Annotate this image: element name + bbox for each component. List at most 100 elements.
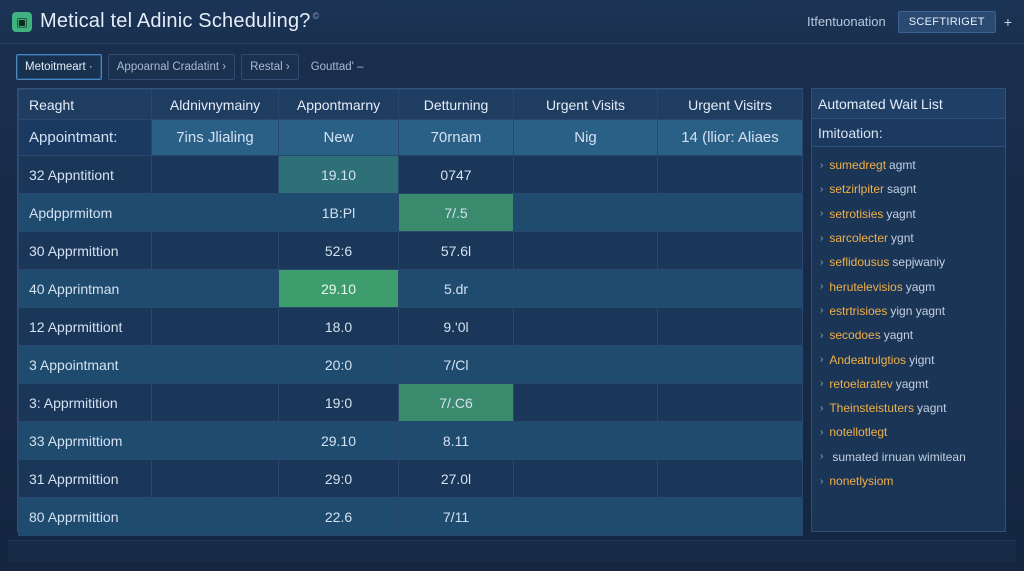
table-row[interactable]: 32 Appntitiont 19.10 0747 bbox=[18, 155, 803, 194]
table-row[interactable]: 3 Appointmant 20:0 7/Cl bbox=[18, 345, 803, 384]
table-cell[interactable] bbox=[151, 497, 279, 536]
table-cell[interactable] bbox=[151, 307, 279, 346]
table-cell[interactable] bbox=[657, 307, 803, 346]
subheader-cell[interactable]: 7ins Jlialing bbox=[151, 119, 279, 156]
breadcrumb-item-1[interactable]: Metoitmeart · bbox=[16, 54, 102, 80]
table-cell[interactable]: 19.10 bbox=[278, 155, 399, 194]
table-cell[interactable]: 27.0l bbox=[398, 459, 514, 498]
table-cell[interactable] bbox=[151, 383, 279, 422]
table-cell[interactable] bbox=[657, 269, 803, 308]
table-cell[interactable]: 18.0 bbox=[278, 307, 399, 346]
subheader-cell[interactable]: 70rnam bbox=[398, 119, 514, 156]
list-item[interactable]: › Theinsteistuters yagnt bbox=[820, 396, 1005, 420]
column-header[interactable]: Reaght bbox=[18, 89, 152, 120]
table-cell[interactable] bbox=[513, 383, 658, 422]
row-label: 80 Apprmittion bbox=[18, 497, 152, 536]
table-cell[interactable]: 1B:Pl bbox=[278, 193, 399, 232]
table-cell[interactable]: 8.11 bbox=[398, 421, 514, 460]
column-header[interactable]: Aldnivnymainy bbox=[151, 89, 279, 120]
breadcrumb-item-2[interactable]: Appoarnal Cradatint › bbox=[107, 54, 236, 80]
table-cell[interactable] bbox=[513, 155, 658, 194]
wait-item-name: Andeatrulgtios bbox=[829, 352, 907, 367]
table-cell[interactable] bbox=[513, 421, 658, 460]
table-cell[interactable] bbox=[657, 383, 803, 422]
row-label: 33 Apprmittiom bbox=[18, 421, 152, 460]
table-cell[interactable]: 0747 bbox=[398, 155, 514, 194]
subheader-cell[interactable]: New bbox=[278, 119, 399, 156]
list-item[interactable]: › retoelaratev yagmt bbox=[820, 372, 1005, 396]
table-cell[interactable] bbox=[151, 193, 279, 232]
wait-item-name: sumedregt bbox=[829, 158, 887, 173]
list-item[interactable]: › nonetlysiom bbox=[820, 469, 1005, 493]
table-cell[interactable] bbox=[657, 231, 803, 270]
column-header[interactable]: Detturning bbox=[398, 89, 514, 120]
table-row[interactable]: 40 Apprintman 29.10 5.dr bbox=[18, 269, 803, 308]
table-cell[interactable] bbox=[657, 497, 803, 536]
table-cell[interactable]: 22.6 bbox=[278, 497, 399, 536]
list-item[interactable]: › notellotlegt bbox=[820, 420, 1005, 444]
information-link[interactable]: Itfentuonation bbox=[806, 14, 886, 29]
table-cell[interactable]: 7/Cl bbox=[398, 345, 514, 384]
subheader-cell[interactable]: Nig bbox=[513, 119, 658, 156]
table-cell[interactable] bbox=[513, 307, 658, 346]
table-cell[interactable] bbox=[513, 345, 658, 384]
list-item[interactable]: › sarcolecter ygnt bbox=[820, 226, 1005, 250]
column-header[interactable]: Urgent Visits bbox=[513, 89, 658, 120]
status-bar bbox=[8, 540, 1016, 562]
add-icon[interactable]: + bbox=[1003, 13, 1012, 30]
table-row[interactable]: 3: Apprmitition 19:0 7/.C6 bbox=[18, 383, 803, 422]
subheader-cell: Appointmant: bbox=[18, 119, 152, 156]
table-row[interactable]: 31 Apprmittion 29:0 27.0l bbox=[18, 459, 803, 498]
table-cell[interactable]: 7/.5 bbox=[398, 193, 514, 232]
table-cell[interactable]: 7/11 bbox=[398, 497, 514, 536]
list-item[interactable]: › seflidousus sepjwaniy bbox=[820, 250, 1005, 274]
table-cell[interactable] bbox=[657, 459, 803, 498]
table-cell[interactable] bbox=[657, 345, 803, 384]
column-header[interactable]: Appontmarny bbox=[278, 89, 399, 120]
table-cell[interactable] bbox=[151, 345, 279, 384]
table-cell[interactable]: 57.6l bbox=[398, 231, 514, 270]
list-item[interactable]: › secodoes yagnt bbox=[820, 323, 1005, 347]
table-cell[interactable]: 29:0 bbox=[278, 459, 399, 498]
table-row[interactable]: 12 Apprmittiont 18.0 9.'0l bbox=[18, 307, 803, 346]
table-cell[interactable] bbox=[513, 193, 658, 232]
table-cell[interactable] bbox=[513, 459, 658, 498]
breadcrumb-item-3[interactable]: Restal › bbox=[241, 54, 299, 80]
table-row[interactable]: 30 Apprmittion 52:6 57.6l bbox=[18, 231, 803, 270]
list-item[interactable]: › estrtrisioes yign yagnt bbox=[820, 299, 1005, 323]
table-cell[interactable]: 19:0 bbox=[278, 383, 399, 422]
schedule-button[interactable]: SCEFTIRIGET bbox=[897, 10, 996, 33]
table-cell[interactable] bbox=[151, 155, 279, 194]
table-row[interactable]: Apdpprmitom 1B:Pl 7/.5 bbox=[18, 193, 803, 232]
list-item[interactable]: › sumedregt agmt bbox=[820, 153, 1005, 177]
table-cell[interactable] bbox=[151, 421, 279, 460]
table-row[interactable]: 80 Apprmittion 22.6 7/11 bbox=[18, 497, 803, 536]
table-cell[interactable]: 5.dr bbox=[398, 269, 514, 308]
list-item[interactable]: › Andeatrulgtios yignt bbox=[820, 347, 1005, 371]
wait-item-detail: yagnt bbox=[917, 401, 947, 416]
table-row[interactable]: 33 Apprmittiom 29.10 8.11 bbox=[18, 421, 803, 460]
table-cell[interactable]: 52:6 bbox=[278, 231, 399, 270]
table-cell[interactable] bbox=[151, 269, 279, 308]
breadcrumb-item-4[interactable]: Gouttad' – bbox=[310, 61, 364, 73]
table-cell[interactable]: 7/.C6 bbox=[398, 383, 514, 422]
table-cell[interactable]: 29.10 bbox=[278, 269, 399, 308]
column-header[interactable]: Urgent Visitrs bbox=[657, 89, 803, 120]
subheader-cell[interactable]: 14 (llior: Aliaes bbox=[657, 119, 803, 156]
table-cell[interactable]: 20:0 bbox=[278, 345, 399, 384]
list-item[interactable]: › herutelevisios yagm bbox=[820, 274, 1005, 298]
table-cell[interactable] bbox=[657, 193, 803, 232]
list-item[interactable]: › sumated irnuan wimitean bbox=[820, 445, 1005, 469]
table-cell[interactable] bbox=[513, 269, 658, 308]
table-cell[interactable] bbox=[513, 497, 658, 536]
table-cell[interactable]: 9.'0l bbox=[398, 307, 514, 346]
table-cell[interactable] bbox=[151, 459, 279, 498]
schedule-grid: Reaght Aldnivnymainy Appontmarny Detturn… bbox=[17, 88, 803, 536]
table-cell[interactable] bbox=[657, 421, 803, 460]
table-cell[interactable] bbox=[151, 231, 279, 270]
list-item[interactable]: › setzirlpiter sagnt bbox=[820, 177, 1005, 201]
list-item[interactable]: › setrotisies yagnt bbox=[820, 202, 1005, 226]
table-cell[interactable] bbox=[513, 231, 658, 270]
table-cell[interactable]: 29.10 bbox=[278, 421, 399, 460]
table-cell[interactable] bbox=[657, 155, 803, 194]
